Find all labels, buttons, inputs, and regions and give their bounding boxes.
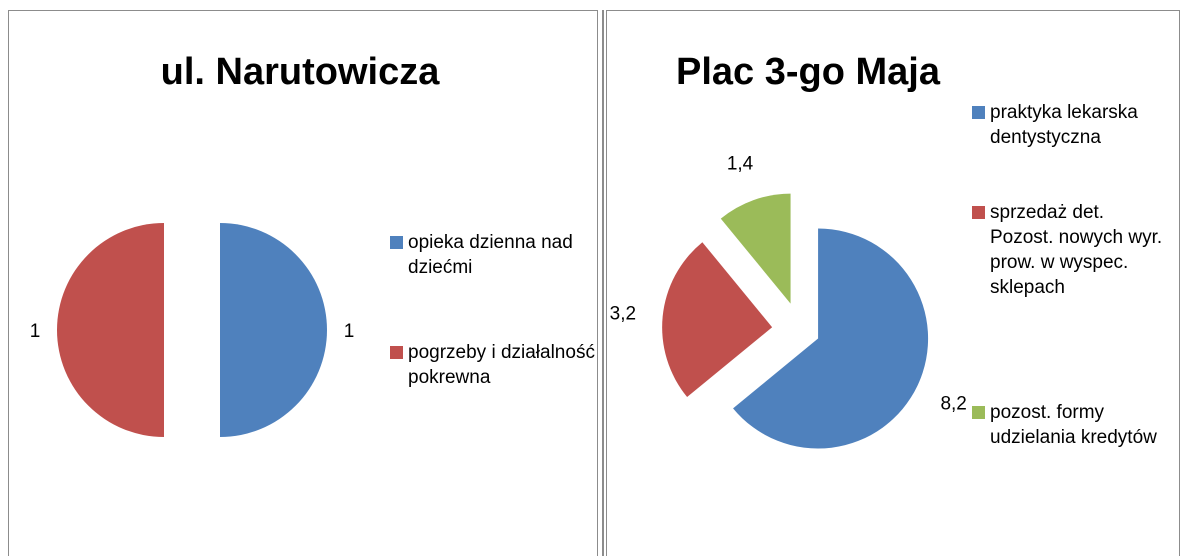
- legend-entry: opieka dzienna nad dziećmi: [390, 230, 595, 280]
- legend-swatch: [972, 406, 985, 419]
- legend-label: praktyka lekarska dentystyczna: [990, 102, 1138, 148]
- panel-border: [602, 10, 604, 556]
- legend-entry: praktyka lekarska dentystyczna: [972, 100, 1172, 150]
- data-label: 1: [30, 321, 41, 342]
- legend-swatch: [390, 346, 403, 359]
- pie-slice: [720, 193, 791, 304]
- legend-swatch: [390, 236, 403, 249]
- chart-title: Plac 3-go Maja: [676, 51, 941, 93]
- pie-slice: [733, 228, 929, 449]
- data-label: 1,4: [727, 153, 754, 174]
- panel-border: [8, 10, 598, 556]
- legend-label: pogrzeby i działalność pokrewna: [408, 342, 595, 388]
- pie-slice: [57, 223, 164, 437]
- legend-entry: pozost. formy udzielania kredytów: [972, 400, 1172, 450]
- legend-label: pozost. formy udzielania kredytów: [990, 402, 1157, 448]
- legend-label: opieka dzienna nad dziećmi: [408, 232, 573, 278]
- legend-swatch: [972, 106, 985, 119]
- panel-border: [606, 10, 1180, 556]
- data-label: 3,2: [610, 304, 636, 325]
- legend-entry: sprzedaż det. Pozost. nowych wyr. prow. …: [972, 200, 1172, 300]
- data-label: 1: [344, 321, 355, 342]
- pie-slice: [662, 242, 773, 398]
- chart-title: ul. Narutowicza: [161, 51, 441, 93]
- legend-swatch: [972, 206, 985, 219]
- data-label: 8,2: [940, 394, 966, 415]
- legend-entry: pogrzeby i działalność pokrewna: [390, 340, 595, 390]
- legend-label: sprzedaż det. Pozost. nowych wyr. prow. …: [990, 202, 1163, 298]
- pie-slice: [220, 223, 327, 437]
